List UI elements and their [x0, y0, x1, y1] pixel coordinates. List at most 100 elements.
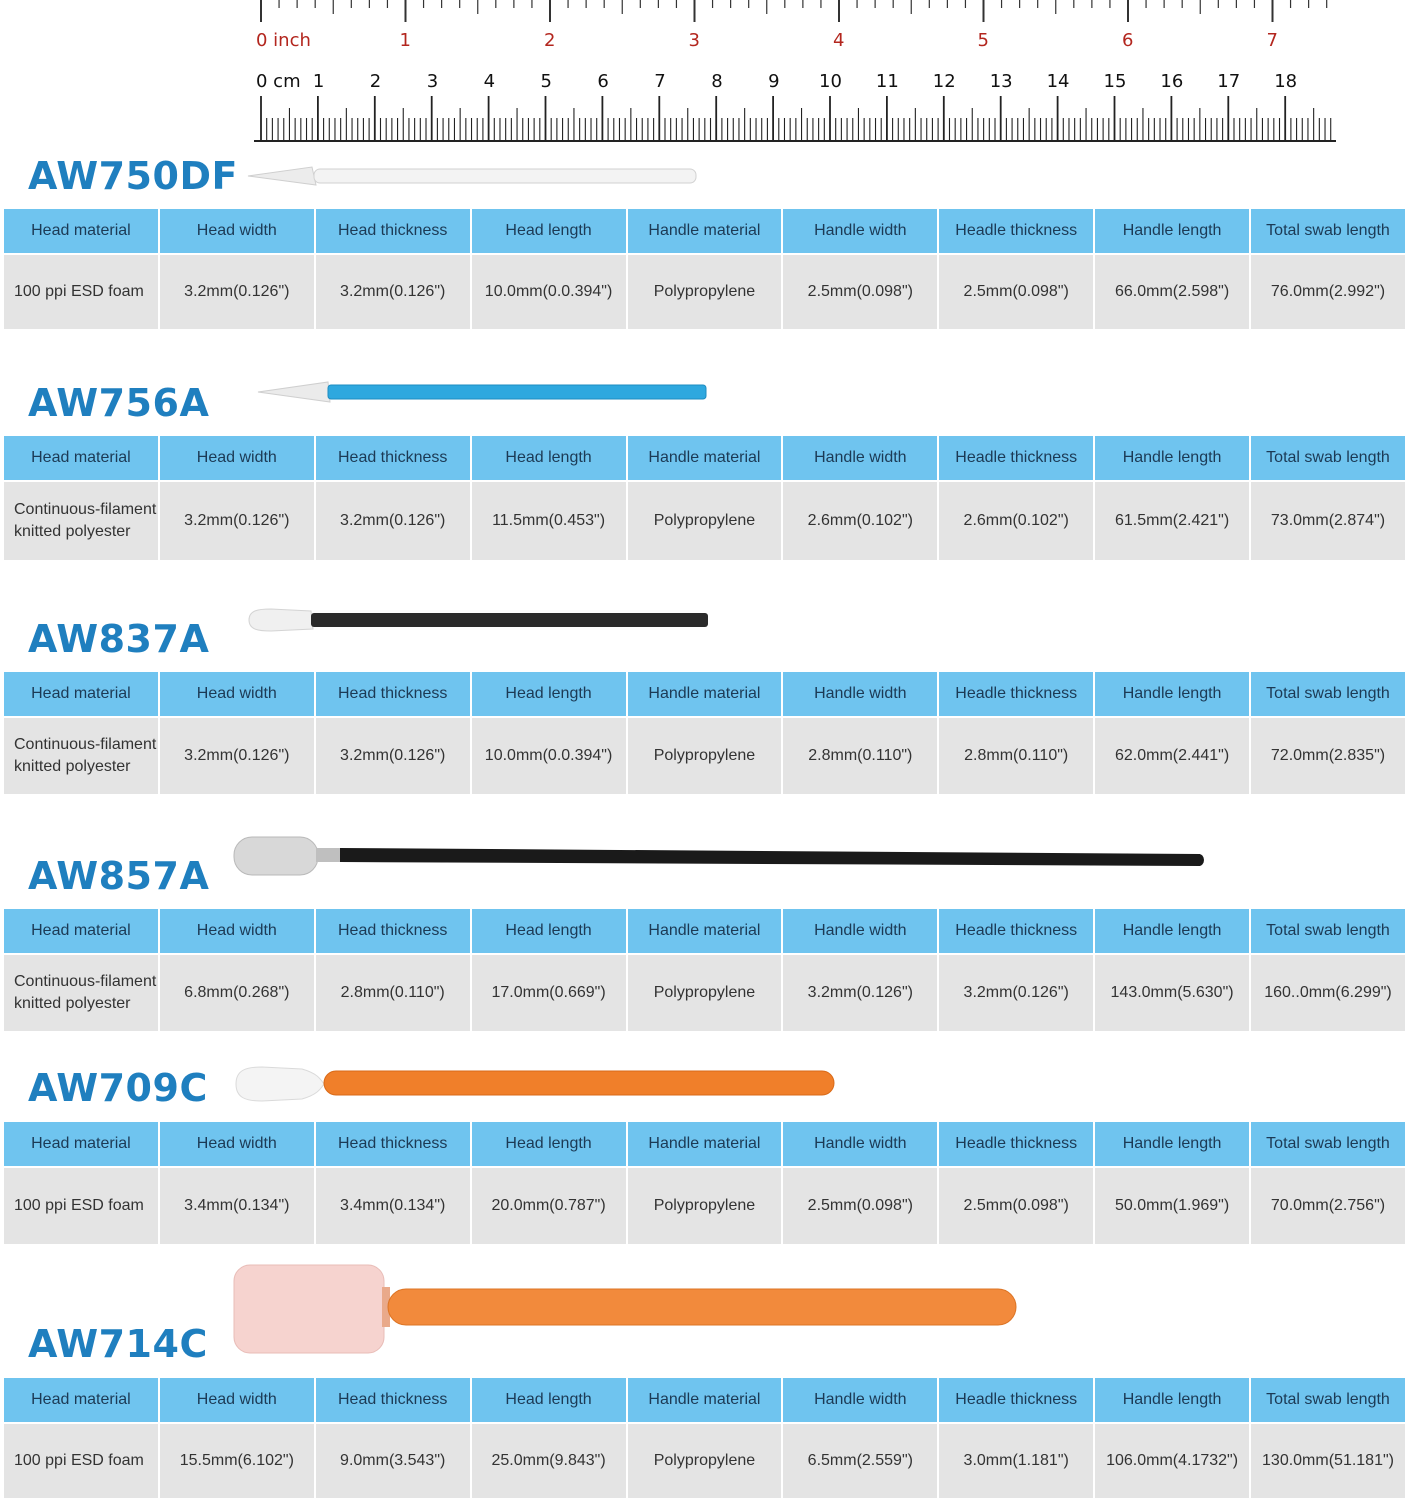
inch-numbers: 1 2 3 4 5 6 7	[400, 30, 1278, 51]
cell-handle-length: 62.0mm(2.441")	[1095, 718, 1249, 794]
header-head-width: Head width	[159, 1122, 314, 1166]
header-handle-material: Handle material	[627, 436, 782, 480]
header-total-length: Total swab length	[1251, 209, 1405, 253]
header-head-material: Head material	[4, 672, 158, 716]
header-total-length: Total swab length	[1251, 909, 1405, 953]
cm-numbers: 1 2 3 4 5 6 7 8 9 10 11 12 13 14 15 16 17 18	[313, 71, 1297, 92]
cell-total-length: 72.0mm(2.835")	[1251, 718, 1405, 794]
cell-head-thickness: 9.0mm(3.543")	[315, 1424, 470, 1498]
header-handle-material: Handle material	[627, 1122, 782, 1166]
header-handle-width: Handle width	[783, 672, 938, 716]
cell-head-material: 100 ppi ESD foam	[4, 1168, 158, 1244]
header-head-width: Head width	[159, 672, 314, 716]
header-head-length: Head length	[471, 672, 626, 716]
header-handle-length: Handle length	[1095, 672, 1249, 716]
cell-handle-width: 2.5mm(0.098")	[783, 1168, 938, 1244]
header-handle-thickness: Headle thickness	[939, 436, 1094, 480]
cm-tick-label: 15	[1104, 71, 1127, 92]
header-head-thickness: Head thickness	[315, 209, 470, 253]
header-head-thickness: Head thickness	[315, 672, 470, 716]
cell-total-length: 76.0mm(2.992")	[1251, 255, 1405, 329]
header-handle-material: Handle material	[627, 672, 782, 716]
header-head-length: Head length	[471, 436, 626, 480]
cell-handle-length: 50.0mm(1.969")	[1095, 1168, 1249, 1244]
header-head-thickness: Head thickness	[315, 909, 470, 953]
header-handle-material: Handle material	[627, 209, 782, 253]
cell-handle-material: Polypropylene	[627, 1168, 782, 1244]
cm-tick-label: 3	[427, 71, 438, 92]
cell-head-material: 100 ppi ESD foam	[4, 255, 158, 329]
header-head-width: Head width	[159, 436, 314, 480]
header-handle-width: Handle width	[783, 909, 938, 953]
header-head-length: Head length	[471, 1378, 626, 1422]
header-handle-length: Handle length	[1095, 1378, 1249, 1422]
header-head-material: Head material	[4, 436, 158, 480]
header-handle-width: Handle width	[783, 1378, 938, 1422]
header-handle-thickness: Headle thickness	[939, 909, 1094, 953]
spec-table: Head material Head width Head thickness …	[2, 907, 1407, 1033]
cm-label: 0 cm	[256, 71, 301, 92]
cm-scale	[260, 96, 1332, 141]
cell-handle-thickness: 3.2mm(0.126")	[939, 955, 1094, 1031]
product-model-title: AW714C	[28, 1322, 208, 1366]
cell-total-length: 130.0mm(51.181")	[1251, 1424, 1405, 1498]
cm-tick-label: 6	[597, 71, 608, 92]
header-handle-thickness: Headle thickness	[939, 209, 1094, 253]
cm-tick-label: 4	[484, 71, 495, 92]
spec-table: Head material Head width Head thickness …	[2, 1376, 1407, 1500]
header-handle-length: Handle length	[1095, 436, 1249, 480]
cell-handle-thickness: 2.5mm(0.098")	[939, 255, 1094, 329]
inch-tick-label: 4	[833, 30, 844, 51]
inch-tick-label: 3	[689, 30, 700, 51]
cell-handle-material: Polypropylene	[627, 955, 782, 1031]
inch-tick-label: 6	[1122, 30, 1133, 51]
cell-head-thickness: 2.8mm(0.110")	[315, 955, 470, 1031]
cell-handle-material: Polypropylene	[627, 255, 782, 329]
cm-tick-label: 1	[313, 71, 324, 92]
cell-head-width: 3.4mm(0.134")	[159, 1168, 314, 1244]
cm-tick-label: 5	[541, 71, 552, 92]
spec-table: Head material Head width Head thickness …	[2, 207, 1407, 331]
cell-head-width: 3.2mm(0.126")	[159, 718, 314, 794]
cm-tick-label: 13	[990, 71, 1013, 92]
header-head-width: Head width	[159, 909, 314, 953]
inch-tick-label: 2	[544, 30, 555, 51]
header-head-width: Head width	[159, 1378, 314, 1422]
cell-head-width: 15.5mm(6.102")	[159, 1424, 314, 1498]
header-handle-thickness: Headle thickness	[939, 1378, 1094, 1422]
header-handle-material: Handle material	[627, 909, 782, 953]
cell-handle-material: Polypropylene	[627, 482, 782, 560]
cm-tick-label: 2	[370, 71, 381, 92]
cell-head-width: 3.2mm(0.126")	[159, 482, 314, 560]
table-row: Continuous-filament knitted polyester 3.…	[4, 718, 1405, 794]
swab-image	[233, 1264, 1017, 1354]
product-model-title: AW837A	[28, 617, 210, 661]
header-head-thickness: Head thickness	[315, 1378, 470, 1422]
cm-tick-label: 18	[1274, 71, 1297, 92]
cell-total-length: 70.0mm(2.756")	[1251, 1168, 1405, 1244]
cm-tick-label: 12	[933, 71, 956, 92]
cm-tick-label: 14	[1047, 71, 1070, 92]
swab-image	[248, 608, 708, 632]
swab-image	[233, 836, 1204, 876]
cell-handle-width: 2.8mm(0.110")	[783, 718, 938, 794]
header-head-material: Head material	[4, 909, 158, 953]
table-row: 100 ppi ESD foam 3.4mm(0.134") 3.4mm(0.1…	[4, 1168, 1405, 1244]
header-head-length: Head length	[471, 209, 626, 253]
cell-head-width: 6.8mm(0.268")	[159, 955, 314, 1031]
cell-head-thickness: 3.2mm(0.126")	[315, 482, 470, 560]
cell-head-thickness: 3.4mm(0.134")	[315, 1168, 470, 1244]
cell-head-length: 10.0mm(0.0.394")	[471, 718, 626, 794]
header-handle-length: Handle length	[1095, 1122, 1249, 1166]
cell-head-width: 3.2mm(0.126")	[159, 255, 314, 329]
cell-head-length: 10.0mm(0.0.394")	[471, 255, 626, 329]
cell-head-material: Continuous-filament knitted polyester	[4, 718, 158, 794]
cell-handle-width: 3.2mm(0.126")	[783, 955, 938, 1031]
header-head-length: Head length	[471, 909, 626, 953]
cm-tick-label: 16	[1160, 71, 1183, 92]
cell-head-material: 100 ppi ESD foam	[4, 1424, 158, 1498]
header-handle-width: Handle width	[783, 436, 938, 480]
cm-tick-label: 10	[819, 71, 842, 92]
cell-head-material: Continuous-filament knitted polyester	[4, 955, 158, 1031]
cm-tick-label: 9	[768, 71, 779, 92]
